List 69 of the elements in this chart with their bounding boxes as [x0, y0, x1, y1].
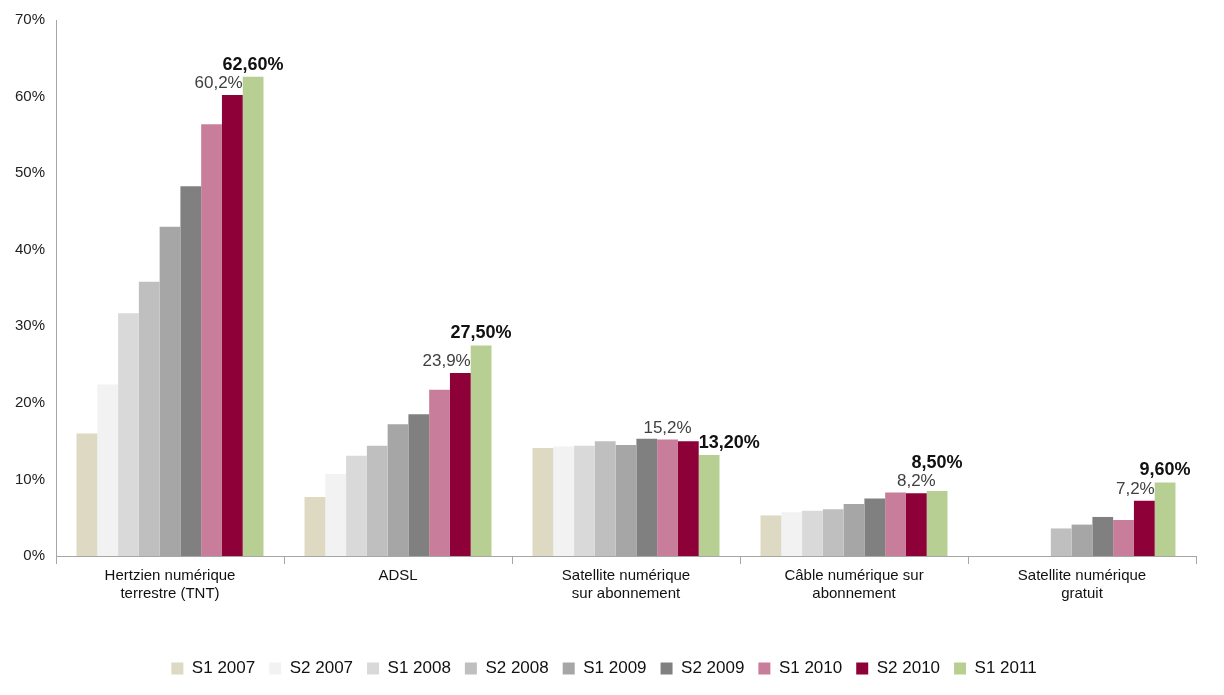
bar: [636, 438, 658, 556]
bar: [926, 490, 948, 556]
legend-label: S1 2011: [974, 658, 1037, 678]
bar: [657, 439, 678, 556]
bar: [594, 441, 616, 556]
bar: [885, 492, 906, 556]
data-label: 60,2%: [194, 73, 243, 93]
y-tick-label: 30%: [14, 316, 46, 334]
y-tick-label: 60%: [14, 86, 46, 104]
legend-label: S1 2007: [191, 658, 256, 678]
bar: [221, 95, 243, 556]
bar: [574, 445, 595, 556]
data-label: 13,20%: [698, 431, 760, 452]
bar: [138, 281, 160, 556]
bar: [118, 313, 139, 556]
x-tick-label: Câble numérique sur abonnement: [784, 566, 924, 602]
legend-label: S2 2010: [876, 658, 941, 678]
bar: [802, 510, 823, 556]
bar: [864, 498, 886, 556]
x-tick-label: ADSL: [378, 566, 418, 584]
bar: [553, 446, 575, 556]
bar: [1154, 482, 1176, 556]
legend-label: S2 2007: [289, 658, 354, 678]
bar: [429, 389, 450, 556]
bar: [760, 515, 782, 556]
bar: [201, 124, 222, 556]
y-tick-label: 40%: [14, 239, 46, 257]
bar: [304, 497, 326, 556]
legend-label: S1 2010: [778, 658, 843, 678]
bar: [698, 454, 720, 556]
bar: [180, 186, 202, 556]
legend-label: S2 2009: [681, 658, 745, 678]
bar: [470, 345, 492, 556]
bar: [1133, 500, 1155, 556]
y-tick-label: 20%: [14, 393, 46, 410]
bar: [1092, 516, 1114, 556]
x-tick-label: Hertzien numérique terrestre (TNT): [104, 566, 236, 602]
bar: [677, 441, 699, 556]
y-tick-label: 10%: [14, 469, 46, 487]
bar: [408, 414, 430, 556]
bar: [1113, 520, 1134, 556]
bar: [822, 509, 844, 556]
data-label: 7,2%: [1115, 479, 1155, 499]
bar: [346, 455, 367, 556]
bar: [325, 474, 347, 556]
bar: [449, 372, 471, 556]
data-label: 27,50%: [450, 322, 512, 343]
y-tick-label: 0%: [23, 546, 46, 564]
y-tick-label: 70%: [14, 10, 46, 28]
legend-label: S2 2008: [485, 658, 549, 678]
bar: [366, 445, 388, 556]
legend-label: S1 2009: [583, 658, 647, 678]
data-label: 23,9%: [422, 351, 471, 371]
y-tick-label: 50%: [14, 163, 46, 181]
x-tick-label: Satellite numérique sur abonnement: [561, 566, 691, 602]
data-label: 9,60%: [1139, 459, 1191, 480]
data-label: 62,60%: [222, 53, 284, 74]
bar: [781, 512, 803, 556]
data-label: 15,2%: [643, 417, 692, 437]
bar: [97, 384, 119, 556]
bar: [76, 433, 98, 556]
data-label: 8,2%: [896, 471, 936, 491]
bar: [905, 493, 927, 556]
x-tick-label: Satellite numérique gratuit: [1017, 566, 1147, 602]
data-label: 8,50%: [911, 451, 963, 472]
bar: [1050, 528, 1072, 556]
bar: [532, 448, 554, 556]
legend-label: S1 2008: [387, 658, 451, 678]
bar: [242, 76, 264, 556]
